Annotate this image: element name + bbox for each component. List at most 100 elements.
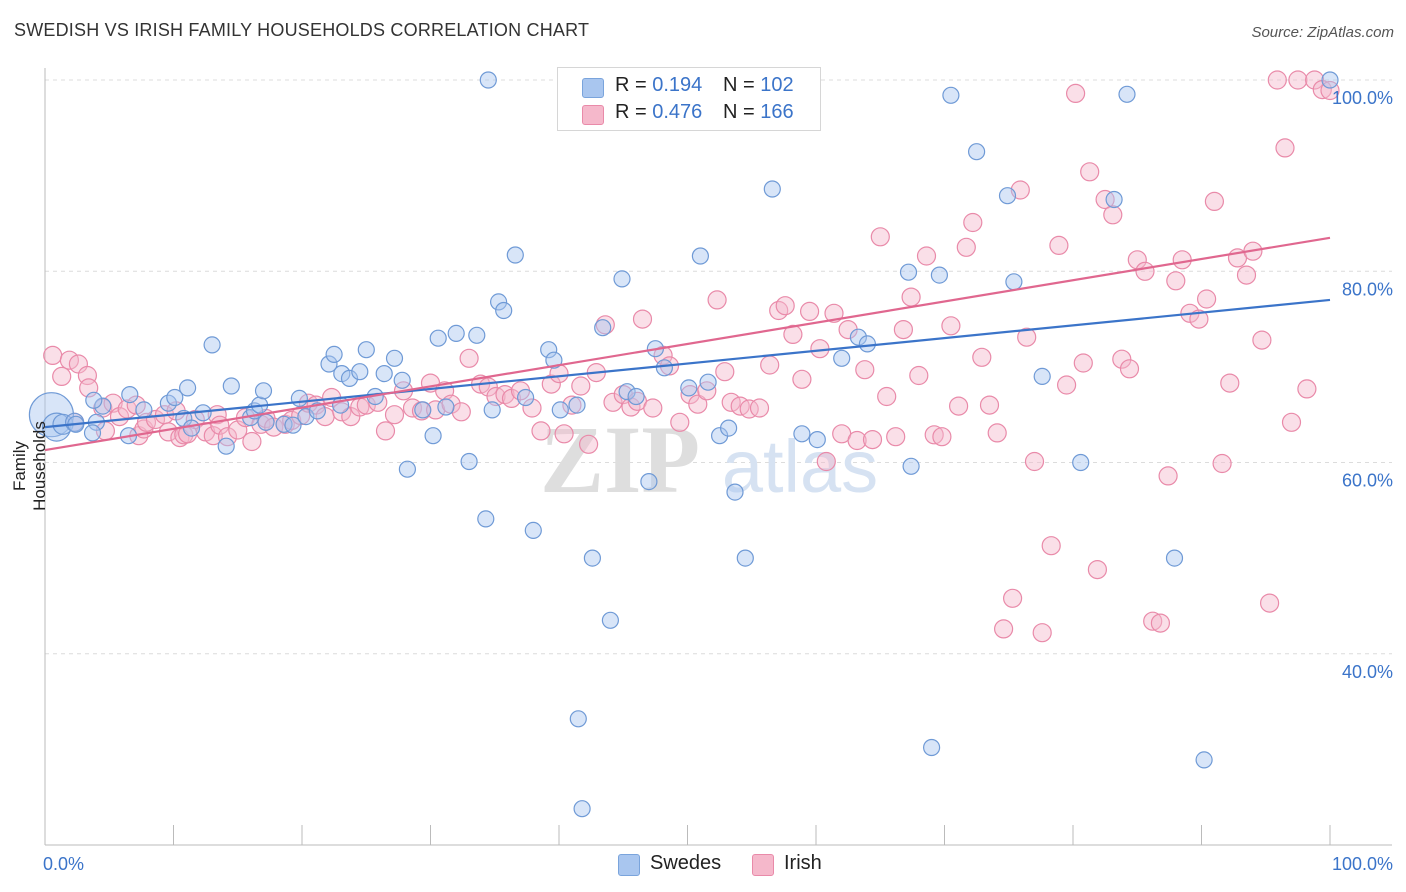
point-irish — [932, 427, 952, 447]
point-swedes — [479, 71, 497, 89]
tick-labels: 40.0% 60.0% 80.0% 100.0% 0.0% 100.0% — [43, 88, 1393, 874]
point-swedes — [930, 266, 949, 284]
point-irish — [870, 227, 890, 247]
point-irish — [1002, 588, 1023, 608]
point-swedes — [94, 397, 112, 415]
point-irish — [707, 290, 727, 310]
point-swedes — [468, 326, 486, 344]
legend-r-irish: R = 0.476 — [615, 101, 703, 123]
point-irish — [541, 374, 561, 394]
point-swedes — [613, 270, 631, 288]
point-irish — [799, 301, 820, 321]
point-irish — [1024, 451, 1045, 472]
point-swedes — [414, 401, 432, 419]
point-swedes — [833, 349, 851, 367]
legend: R = 0.194 N = 102 R = 0.476 N = 166 — [557, 67, 821, 131]
point-swedes — [568, 396, 586, 414]
y-tick-label: 80.0% — [1342, 279, 1393, 299]
point-irish — [522, 398, 542, 418]
point-irish — [749, 398, 770, 418]
point-swedes — [121, 386, 139, 404]
point-irish — [1196, 289, 1217, 309]
point-irish — [893, 320, 914, 340]
point-swedes — [793, 425, 811, 443]
point-swedes — [569, 710, 587, 728]
point-irish — [554, 424, 574, 444]
point-swedes — [325, 345, 343, 363]
point-swedes — [726, 483, 744, 501]
point-irish — [697, 381, 717, 401]
point-swedes — [967, 143, 986, 161]
source-credit: Source: ZipAtlas.com — [1251, 24, 1394, 41]
point-swedes — [398, 460, 416, 478]
point-swedes — [1072, 453, 1090, 472]
point-swedes — [736, 549, 754, 567]
point-swedes — [166, 388, 184, 407]
point-irish — [1267, 70, 1287, 90]
point-swedes — [858, 335, 877, 353]
point-swedes — [942, 86, 960, 104]
point-irish — [1189, 309, 1209, 329]
point-irish — [52, 366, 72, 386]
point-swedes — [203, 336, 221, 354]
point-irish — [670, 412, 690, 432]
point-irish — [242, 431, 262, 452]
point-irish — [1212, 453, 1232, 474]
point-swedes — [393, 371, 411, 389]
gridlines — [45, 79, 1392, 655]
point-irish — [1252, 330, 1272, 350]
point-irish — [562, 395, 582, 415]
point-irish — [924, 425, 944, 445]
point-irish — [1220, 373, 1240, 393]
point-swedes — [254, 382, 273, 400]
point-swedes — [922, 738, 941, 757]
point-irish — [126, 395, 146, 415]
point-swedes — [320, 355, 338, 373]
point-irish — [688, 394, 708, 414]
y-tick-label: 40.0% — [1342, 662, 1393, 682]
point-swedes — [437, 398, 455, 416]
point-irish — [1073, 353, 1093, 373]
point-swedes — [1321, 71, 1339, 89]
point-irish — [1172, 250, 1192, 270]
point-irish — [531, 421, 551, 441]
point-irish — [203, 426, 223, 446]
point-irish — [1259, 593, 1280, 613]
point-irish — [909, 365, 929, 386]
point-irish — [1143, 611, 1163, 631]
point-irish — [643, 398, 663, 418]
point-irish — [459, 348, 479, 368]
point-swedes — [1195, 751, 1213, 769]
y-tick-label: 60.0% — [1342, 471, 1393, 491]
legend-swatch-swedes — [582, 78, 604, 98]
point-swedes — [594, 319, 612, 337]
watermark-zip: ZIP — [540, 406, 700, 513]
point-swedes — [699, 373, 717, 391]
point-irish — [1049, 235, 1069, 255]
point-swedes — [1165, 549, 1184, 567]
point-swedes — [551, 401, 569, 419]
point-irish — [1158, 466, 1178, 486]
point-irish — [43, 345, 63, 365]
point-irish — [816, 451, 836, 472]
point-swedes — [483, 401, 501, 419]
point-irish — [1032, 623, 1052, 643]
point-irish — [993, 619, 1014, 639]
point-irish — [739, 399, 759, 419]
point-swedes — [308, 402, 326, 420]
x-tick-label-min: 0.0% — [43, 854, 84, 874]
point-swedes — [1118, 85, 1136, 103]
point-irish — [1103, 205, 1123, 225]
point-swedes — [83, 424, 102, 442]
point-irish — [451, 402, 471, 422]
trend-line-irish — [44, 236, 1331, 452]
point-irish — [824, 303, 844, 323]
point-swedes — [275, 415, 293, 433]
point-swedes — [351, 363, 369, 381]
trend-line-swedes — [44, 298, 1331, 429]
point-swedes — [763, 180, 781, 198]
point-swedes — [524, 521, 542, 540]
point-irish — [578, 434, 599, 454]
point-swedes — [899, 263, 918, 281]
